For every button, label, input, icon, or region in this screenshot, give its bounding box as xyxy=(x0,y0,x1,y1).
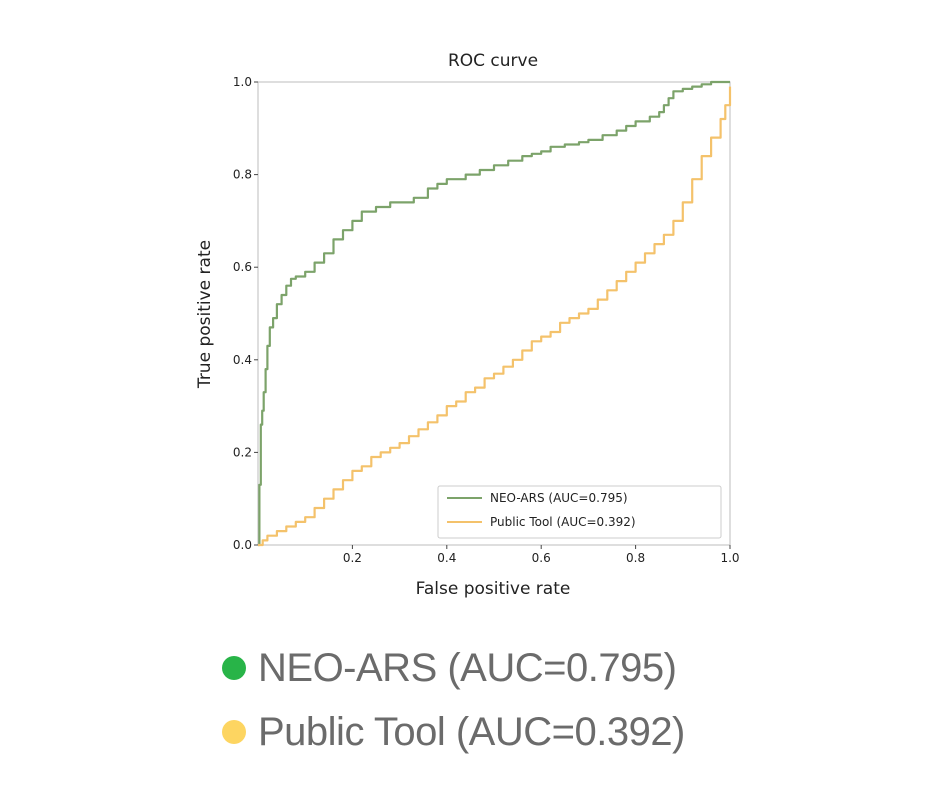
plot-frame xyxy=(257,81,731,546)
x-tick-label: 0.8 xyxy=(626,551,645,565)
series-line-neo-ars xyxy=(258,80,730,547)
y-tick-label: 0.4 xyxy=(233,353,252,367)
green-dot-icon xyxy=(222,656,246,680)
y-tick-label: 0.6 xyxy=(233,260,252,274)
summary-legend-label: Public Tool (AUC=0.392) xyxy=(258,709,685,754)
y-tick-label: 1.0 xyxy=(233,75,252,89)
x-tick-label: 1.0 xyxy=(720,551,739,565)
summary-legend-label: NEO-ARS (AUC=0.795) xyxy=(258,645,677,690)
summary-legend-item-public-tool: Public Tool (AUC=0.392) xyxy=(222,700,685,764)
series-layer xyxy=(258,80,732,547)
x-tick-label: 0.6 xyxy=(532,551,551,565)
series-line-public xyxy=(258,86,732,547)
chart-title: ROC curve xyxy=(448,51,538,71)
summary-legend: NEO-ARS (AUC=0.795) Public Tool (AUC=0.3… xyxy=(222,636,685,764)
ticks-layer: 0.2 0.4 0.6 0.8 1.0 0.0 0.2 0.4 0.6 0.8 1.0 xyxy=(233,75,740,565)
legend-box: NEO-ARS (AUC=0.795) Public Tool (AUC=0.3… xyxy=(437,485,722,539)
x-axis-label: False positive rate xyxy=(416,579,571,599)
y-axis-label: True positive rate xyxy=(195,240,215,389)
y-tick-label: 0.8 xyxy=(233,168,252,182)
summary-legend-item-neo-ars: NEO-ARS (AUC=0.795) xyxy=(222,636,685,700)
plot-area: 0.2 0.4 0.6 0.8 1.0 0.0 0.2 0.4 0.6 0.8 1.0 xyxy=(233,75,740,565)
legend-frame xyxy=(437,485,722,539)
roc-chart: 0.2 0.4 0.6 0.8 1.0 0.0 0.2 0.4 0.6 0.8 1.0 ROC cu… xyxy=(195,51,740,599)
legend-label-neo-ars: NEO-ARS (AUC=0.795) xyxy=(490,491,628,505)
x-tick-label: 0.4 xyxy=(437,551,456,565)
x-tick-label: 0.2 xyxy=(343,551,362,565)
yellow-dot-icon xyxy=(222,720,246,744)
y-tick-label: 0.0 xyxy=(233,538,252,552)
y-tick-label: 0.2 xyxy=(233,445,252,459)
legend-label-public-tool: Public Tool (AUC=0.392) xyxy=(490,515,636,529)
